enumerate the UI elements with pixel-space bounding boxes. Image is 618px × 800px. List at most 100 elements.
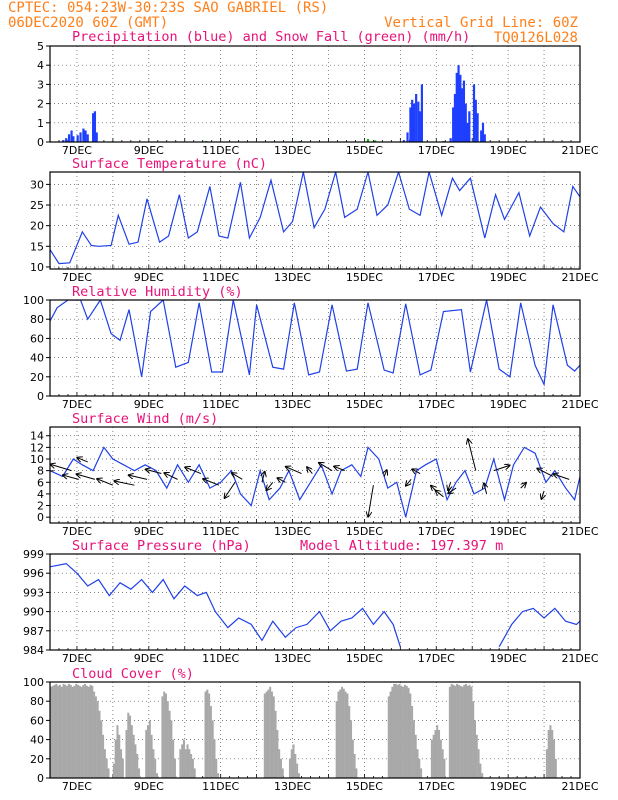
temperature-plot-area	[50, 172, 580, 269]
precipitation-ytick-label: 0	[37, 136, 44, 149]
cloud-cover-xtick-label: 15DEC	[346, 780, 383, 793]
wind-vector	[286, 467, 302, 475]
wind-vector	[468, 439, 477, 471]
cloud-cover-bar	[418, 758, 421, 778]
pressure-title: Surface Pressure (hPa)	[72, 538, 251, 554]
temperature-xtick-label: 9DEC	[134, 271, 164, 284]
precipitation-bar	[67, 134, 71, 142]
wind-vector	[262, 472, 265, 483]
cloud-cover-bar	[134, 744, 137, 778]
humidity-ytick-label: 0	[37, 390, 44, 403]
wind-vector	[232, 473, 243, 480]
cloud-cover-bar	[98, 710, 101, 778]
cloud-cover-bar	[276, 730, 279, 778]
cloud-cover-bar	[270, 691, 273, 778]
cloud-cover-bar	[477, 749, 480, 778]
cloud-cover-bar	[217, 773, 220, 778]
precipitation-bar	[95, 132, 98, 142]
cloud-cover-bar	[150, 734, 153, 778]
precipitation-bar	[70, 130, 73, 142]
cloud-cover-bar	[547, 730, 550, 778]
cloud-cover-ytick-label: 0	[37, 772, 44, 785]
cloud-cover-bar	[344, 691, 347, 778]
cloud-cover-bar	[204, 691, 207, 778]
wind-ytick-label: 8	[37, 465, 44, 478]
humidity-ytick-label: 100	[23, 294, 44, 307]
humidity-title: Relative Humidity (%)	[72, 284, 243, 300]
pressure-xtick-label: 11DEC	[202, 652, 239, 665]
cloud-cover-bar	[409, 693, 412, 778]
wind-vector	[63, 475, 79, 480]
cloud-cover-bar	[147, 725, 150, 778]
cloud-cover-bar	[152, 749, 155, 778]
wind-vector	[225, 481, 236, 498]
wind-xtick-label: 9DEC	[134, 525, 164, 538]
wind-title: Surface Wind (m/s)	[72, 411, 218, 427]
wind-xtick-label: 19DEC	[490, 525, 527, 538]
cloud-cover-bar	[148, 720, 151, 778]
cloud-cover-bar	[481, 773, 484, 778]
precipitation-bar	[457, 65, 460, 142]
humidity-xtick-label: 7DEC	[62, 398, 92, 411]
cloud-cover-bar	[215, 758, 218, 778]
precipitation-bar	[409, 107, 412, 142]
cloud-cover-bar	[272, 696, 275, 778]
cloud-cover-bar	[274, 710, 277, 778]
pressure-ytick-label: 996	[23, 567, 44, 580]
wind-vector	[537, 469, 554, 477]
cloud-cover-bar	[551, 730, 554, 778]
temperature-ytick-label: 20	[30, 220, 44, 233]
cloud-cover-bar	[267, 689, 270, 778]
cloud-cover-bar	[463, 684, 466, 778]
precipitation-bar	[459, 74, 462, 142]
humidity-ytick-label: 80	[30, 313, 44, 326]
cloud-cover-bar	[475, 734, 478, 778]
cloud-cover-bar	[346, 693, 349, 778]
precipitation-bar	[474, 99, 477, 142]
wind-vector	[185, 467, 202, 475]
wind-vector	[319, 463, 333, 472]
precipitation-ytick-label: 5	[37, 40, 44, 53]
cloud-cover-bar	[398, 683, 401, 778]
cloud-cover-bar	[156, 773, 158, 778]
precipitation-xtick-label: 15DEC	[346, 144, 383, 157]
pressure-ytick-label: 990	[23, 606, 44, 619]
wind-ytick-label: 10	[30, 453, 44, 466]
cloud-cover-bar	[394, 683, 397, 778]
cloud-cover-bar	[85, 685, 88, 778]
precipitation-bar	[92, 113, 95, 142]
cloud-cover-bar	[136, 754, 139, 778]
cloud-cover-title: Cloud Cover (%)	[72, 666, 194, 682]
cloud-cover-ytick-label: 100	[23, 676, 44, 689]
cloud-cover-bar	[412, 720, 415, 778]
cloud-cover-bar	[479, 763, 482, 778]
temperature-series	[50, 172, 580, 265]
cloud-cover-bar	[132, 734, 135, 778]
cloud-cover-bar	[172, 739, 175, 778]
cloud-cover-bar	[441, 749, 444, 778]
precipitation-panel: Precipitation (blue) and Snow Fall (gree…	[37, 29, 599, 157]
cloud-cover-bar	[71, 686, 74, 778]
temperature-xtick-label: 21DEC	[561, 271, 598, 284]
cloud-cover-bar	[127, 712, 130, 778]
cloud-cover-bar	[341, 686, 344, 778]
cloud-cover-bar	[91, 685, 94, 778]
cloud-cover-bar	[184, 749, 187, 778]
cloud-cover-bar	[468, 684, 471, 778]
precipitation-bar	[453, 94, 457, 142]
cloud-cover-bar	[100, 720, 103, 778]
wind-vector	[334, 466, 345, 472]
cloud-cover-bar	[66, 685, 69, 778]
precipitation-bar	[374, 140, 377, 142]
wind-vector	[484, 483, 487, 495]
cloud-cover-xtick-label: 19DEC	[490, 780, 527, 793]
humidity-series	[50, 300, 580, 387]
pressure-ytick-label: 993	[23, 586, 44, 599]
humidity-plot-area	[50, 300, 580, 396]
cloud-cover-bar	[209, 706, 212, 778]
cloud-cover-bar	[82, 684, 85, 778]
precipitation-bar	[449, 138, 452, 142]
precipitation-bar	[483, 134, 486, 142]
precipitation-bar	[65, 138, 68, 142]
